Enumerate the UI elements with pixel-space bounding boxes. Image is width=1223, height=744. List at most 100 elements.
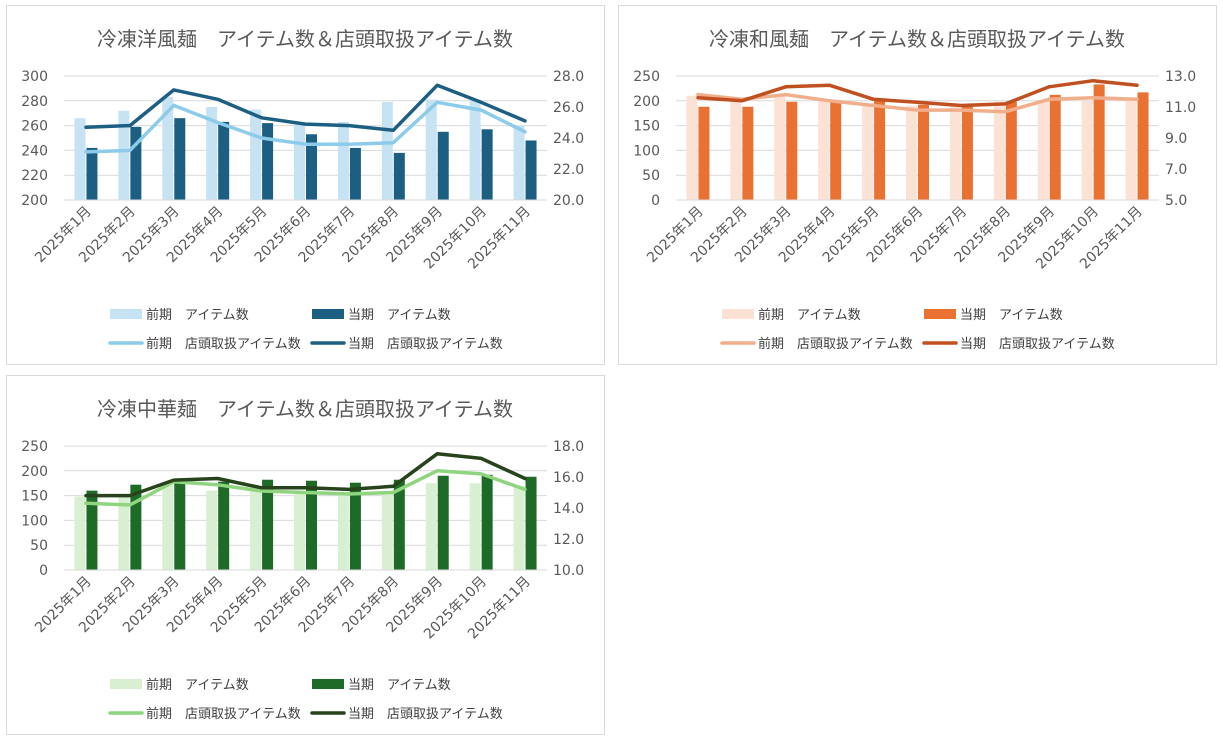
line-curr <box>84 452 527 498</box>
y-left-tick-label: 0 <box>39 563 48 579</box>
y-right-tick-label: 16.0 <box>553 470 584 486</box>
y-right-tick-label: 26.0 <box>553 100 584 116</box>
legend-swatch-bar <box>722 309 754 319</box>
y-left-tick-label: 250 <box>633 69 660 85</box>
bar-prev <box>294 124 305 200</box>
line-prev <box>696 92 1139 114</box>
legend-label: 前期 店頭取扱アイテム数 <box>758 336 913 352</box>
bar-curr <box>961 106 973 200</box>
bar-prev <box>862 105 874 200</box>
y-left-tick-label: 50 <box>642 168 660 184</box>
legend-label: 当期 アイテム数 <box>348 308 451 323</box>
bar-curr <box>393 479 405 570</box>
bar-prev <box>74 496 86 570</box>
bar-curr <box>262 479 274 570</box>
bar-curr <box>698 106 710 200</box>
bar-prev <box>425 483 437 570</box>
bar-prev <box>686 95 698 200</box>
bar-prev <box>206 490 218 570</box>
bar-prev <box>1037 100 1049 200</box>
bar-prev <box>74 118 86 200</box>
bar-prev <box>949 105 961 200</box>
bar-curr <box>130 484 142 570</box>
bar-prev <box>250 488 262 570</box>
bar-prev <box>818 100 830 200</box>
bar-curr <box>830 100 842 200</box>
y-right-tick-label: 5.0 <box>1165 193 1187 209</box>
chart-panel-chinese: 冷凍中華麺 アイテム数＆店頭取扱アイテム数 250 200 150 100 50 0 18.0… <box>6 375 605 735</box>
chart-title: 冷凍洋風麺 アイテム数＆店頭取扱アイテム数 <box>97 27 513 51</box>
y-left-tick-label: 50 <box>30 538 48 554</box>
chart-chinese: 冷凍中華麺 アイテム数＆店頭取扱アイテム数 250 200 150 100 50 0 18.0… <box>21 397 584 722</box>
bar-curr <box>306 134 317 200</box>
legend-label: 前期 アイテム数 <box>146 677 249 693</box>
bar-prev <box>381 102 393 200</box>
legend-label: 前期 アイテム数 <box>146 307 249 323</box>
y-right-tick-label: 22.0 <box>553 162 584 178</box>
bar-prev <box>469 100 481 200</box>
bar-curr <box>1137 92 1149 200</box>
y-right-tick-label: 13.0 <box>1165 69 1196 85</box>
bar-prev <box>906 105 917 200</box>
y-left-tick-label: 260 <box>21 119 48 135</box>
line-prev <box>84 100 527 154</box>
legend-label: 当期 店頭取扱アイテム数 <box>348 337 503 352</box>
line-prev <box>84 469 527 507</box>
bar-prev <box>469 483 481 570</box>
y-left-tick-label: 280 <box>21 94 48 110</box>
bar-curr <box>874 99 886 200</box>
bar-prev <box>250 109 262 200</box>
y-right-tick-label: 20.0 <box>553 193 584 209</box>
legend-label: 当期 店頭取扱アイテム数 <box>348 707 503 722</box>
bar-curr <box>349 147 361 200</box>
chart-japanese: 冷凍和風麺 アイテム数＆店頭取扱アイテム数 250 200 150 100 50 0 13.0… <box>633 27 1196 352</box>
bar-prev <box>337 494 349 570</box>
bar-prev <box>774 94 786 200</box>
legend-label: 前期 店頭取扱アイテム数 <box>146 706 301 722</box>
chart-panel-western: 冷凍洋風麺 アイテム数＆店頭取扱アイテム数 300 280 260 240 220 200 2… <box>6 5 605 365</box>
y-left-tick-label: 200 <box>21 464 48 480</box>
chart-title: 冷凍中華麺 アイテム数＆店頭取扱アイテム数 <box>97 397 513 421</box>
chart-panel-japanese: 冷凍和風麺 アイテム数＆店頭取扱アイテム数 250 200 150 100 50 0 13.0… <box>618 5 1217 365</box>
bar-curr <box>481 129 493 200</box>
bar-prev <box>1125 98 1137 200</box>
y-left-tick-label: 0 <box>651 193 660 209</box>
bar-prev <box>206 107 218 200</box>
legend-label: 当期 アイテム数 <box>348 678 451 693</box>
bar-curr <box>1005 101 1017 200</box>
line-curr <box>696 78 1139 108</box>
bar-prev <box>513 125 525 200</box>
bar-curr <box>481 474 493 570</box>
bar-curr <box>786 101 798 200</box>
y-left-tick-label: 200 <box>633 94 660 110</box>
y-left-tick-label: 150 <box>633 119 660 135</box>
legend-label: 前期 店頭取扱アイテム数 <box>146 336 301 352</box>
bar-curr <box>742 106 754 200</box>
y-right-tick-label: 11.0 <box>1165 100 1196 116</box>
bar-prev <box>337 121 349 200</box>
y-right-tick-label: 18.0 <box>553 439 584 455</box>
bar-curr <box>262 123 274 200</box>
bar-curr <box>174 481 186 570</box>
bar-curr <box>918 104 929 200</box>
legend-label: 当期 店頭取扱アイテム数 <box>960 337 1115 352</box>
legend-swatch-bar <box>312 309 344 319</box>
y-right-tick-label: 10.0 <box>553 563 584 579</box>
bar-curr <box>130 126 142 200</box>
y-left-tick-label: 220 <box>21 168 48 184</box>
y-right-tick-label: 28.0 <box>553 69 584 85</box>
bar-prev <box>381 493 393 570</box>
bar-curr <box>437 131 449 200</box>
bar-curr <box>86 490 98 570</box>
bar-curr <box>1049 94 1061 200</box>
bar-curr <box>437 475 449 570</box>
chart-title: 冷凍和風麺 アイテム数＆店頭取扱アイテム数 <box>709 27 1125 51</box>
y-left-tick-label: 250 <box>21 439 48 455</box>
y-left-tick-label: 150 <box>21 489 48 505</box>
y-right-tick-label: 9.0 <box>1165 131 1187 147</box>
bar-curr <box>174 118 186 200</box>
bar-curr <box>525 140 537 200</box>
chart-western: 冷凍洋風麺 アイテム数＆店頭取扱アイテム数 300 280 260 240 220 200 2… <box>21 27 584 352</box>
bar-prev <box>1081 100 1093 200</box>
bar-curr <box>349 482 361 570</box>
